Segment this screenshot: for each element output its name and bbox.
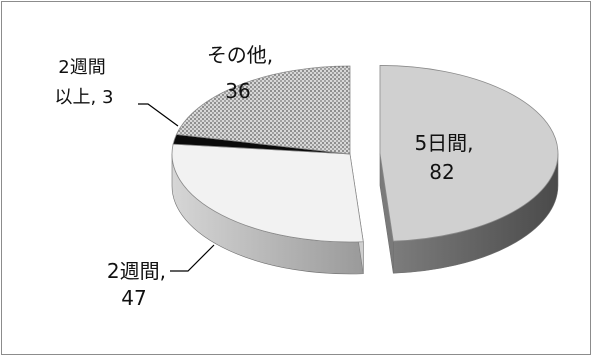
data-label-5days-line2: 82	[429, 160, 454, 184]
pie-slice-5-days	[379, 65, 559, 242]
leader-line-2-weeks	[170, 244, 215, 272]
pie-slice-other	[175, 65, 351, 155]
data-label-5days-line1: 5日間,	[414, 131, 473, 155]
pie-slice-2-weeks	[171, 143, 364, 243]
pie-leader-lines	[138, 103, 215, 272]
data-label-other-line1: その他,	[207, 43, 273, 67]
leader-line-over-2-weeks	[138, 103, 179, 127]
pie-tops	[171, 65, 559, 243]
data-label-over2weeks-line2: 以上, 3	[55, 87, 114, 108]
data-label-2weeks-line1: 2週間,	[107, 259, 166, 283]
data-label-2weeks-line2: 47	[121, 286, 146, 310]
data-label-other-line2: 36	[225, 79, 250, 103]
data-label-over2weeks-line1: 2週間	[58, 57, 105, 78]
